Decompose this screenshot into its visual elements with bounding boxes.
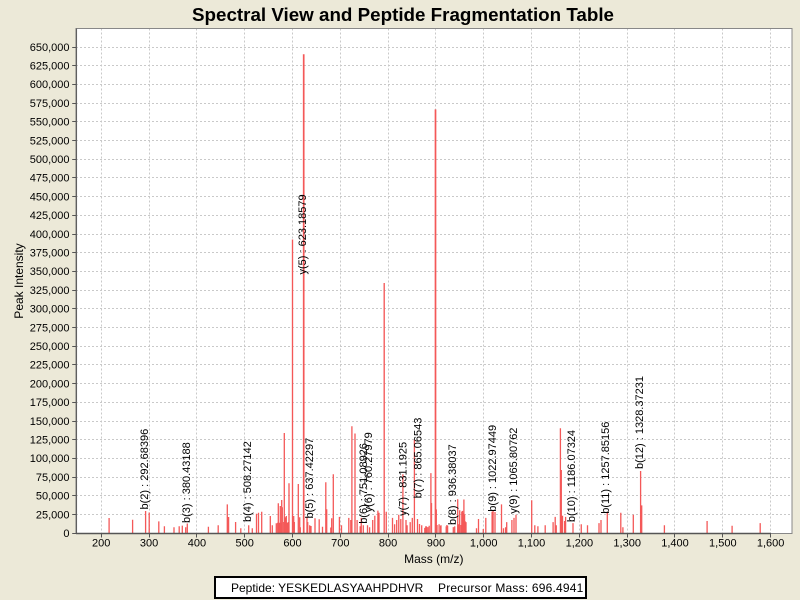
svg-text:Mass (m/z): Mass (m/z) bbox=[404, 552, 463, 566]
svg-text:425,000: 425,000 bbox=[30, 210, 70, 222]
svg-text:b(9) : 1022.97449: b(9) : 1022.97449 bbox=[487, 425, 499, 512]
svg-text:400,000: 400,000 bbox=[30, 229, 70, 241]
svg-text:Peak Intensity: Peak Intensity bbox=[12, 243, 26, 318]
svg-text:y(6) : 760.27979: y(6) : 760.27979 bbox=[363, 432, 375, 512]
svg-text:75,000: 75,000 bbox=[36, 472, 70, 484]
svg-text:500,000: 500,000 bbox=[30, 154, 70, 166]
svg-text:b(7) : 865.06543: b(7) : 865.06543 bbox=[412, 418, 424, 499]
svg-text:b(8) : 936.38037: b(8) : 936.38037 bbox=[447, 444, 459, 525]
svg-text:325,000: 325,000 bbox=[30, 285, 70, 297]
svg-text:0: 0 bbox=[63, 528, 69, 540]
svg-text:625,000: 625,000 bbox=[30, 61, 70, 73]
svg-text:375,000: 375,000 bbox=[30, 248, 70, 260]
svg-text:b(12) : 1328.37231: b(12) : 1328.37231 bbox=[634, 376, 646, 469]
svg-text:225,000: 225,000 bbox=[30, 360, 70, 372]
svg-text:150,000: 150,000 bbox=[30, 416, 70, 428]
svg-text:b(10) : 1186.07324: b(10) : 1186.07324 bbox=[566, 430, 578, 522]
svg-text:y(7) : 831.1925: y(7) : 831.1925 bbox=[398, 442, 410, 516]
svg-text:25,000: 25,000 bbox=[36, 509, 70, 521]
svg-text:475,000: 475,000 bbox=[30, 173, 70, 185]
svg-text:1,600: 1,600 bbox=[757, 538, 785, 550]
svg-text:b(4) : 508.27142: b(4) : 508.27142 bbox=[242, 441, 254, 522]
svg-text:275,000: 275,000 bbox=[30, 322, 70, 334]
svg-text:1,400: 1,400 bbox=[661, 538, 689, 550]
svg-text:600,000: 600,000 bbox=[30, 79, 70, 91]
svg-text:y(9) : 1065.80762: y(9) : 1065.80762 bbox=[508, 428, 520, 514]
svg-text:550,000: 550,000 bbox=[30, 117, 70, 129]
svg-text:1,100: 1,100 bbox=[518, 538, 546, 550]
svg-text:b(2) : 292.68396: b(2) : 292.68396 bbox=[139, 429, 151, 510]
svg-text:125,000: 125,000 bbox=[30, 435, 70, 447]
svg-text:800: 800 bbox=[379, 538, 397, 550]
svg-text:300: 300 bbox=[140, 538, 158, 550]
svg-text:900: 900 bbox=[427, 538, 445, 550]
svg-text:b(5) : 637.42297: b(5) : 637.42297 bbox=[304, 438, 316, 519]
svg-text:500: 500 bbox=[236, 538, 254, 550]
svg-text:1,000: 1,000 bbox=[470, 538, 498, 550]
svg-text:b(11) : 1257.85156: b(11) : 1257.85156 bbox=[600, 422, 612, 514]
svg-text:200: 200 bbox=[92, 538, 110, 550]
svg-text:400: 400 bbox=[188, 538, 206, 550]
svg-text:200,000: 200,000 bbox=[30, 378, 70, 390]
svg-text:450,000: 450,000 bbox=[30, 191, 70, 203]
svg-text:b(6) : 751.08926: b(6) : 751.08926 bbox=[358, 443, 370, 524]
svg-text:525,000: 525,000 bbox=[30, 135, 70, 147]
svg-text:175,000: 175,000 bbox=[30, 397, 70, 409]
svg-text:50,000: 50,000 bbox=[36, 491, 70, 503]
svg-text:350,000: 350,000 bbox=[30, 266, 70, 278]
svg-text:575,000: 575,000 bbox=[30, 98, 70, 110]
svg-text:1,300: 1,300 bbox=[613, 538, 641, 550]
svg-text:300,000: 300,000 bbox=[30, 304, 70, 316]
svg-text:650,000: 650,000 bbox=[30, 42, 70, 54]
svg-text:y(5) : 623.18579: y(5) : 623.18579 bbox=[297, 194, 309, 274]
svg-text:b(3) : 380.43188: b(3) : 380.43188 bbox=[181, 442, 193, 523]
svg-text:1,200: 1,200 bbox=[566, 538, 594, 550]
svg-text:250,000: 250,000 bbox=[30, 341, 70, 353]
svg-text:1,500: 1,500 bbox=[709, 538, 737, 550]
svg-text:700: 700 bbox=[331, 538, 349, 550]
svg-text:100,000: 100,000 bbox=[30, 453, 70, 465]
svg-text:600: 600 bbox=[283, 538, 301, 550]
